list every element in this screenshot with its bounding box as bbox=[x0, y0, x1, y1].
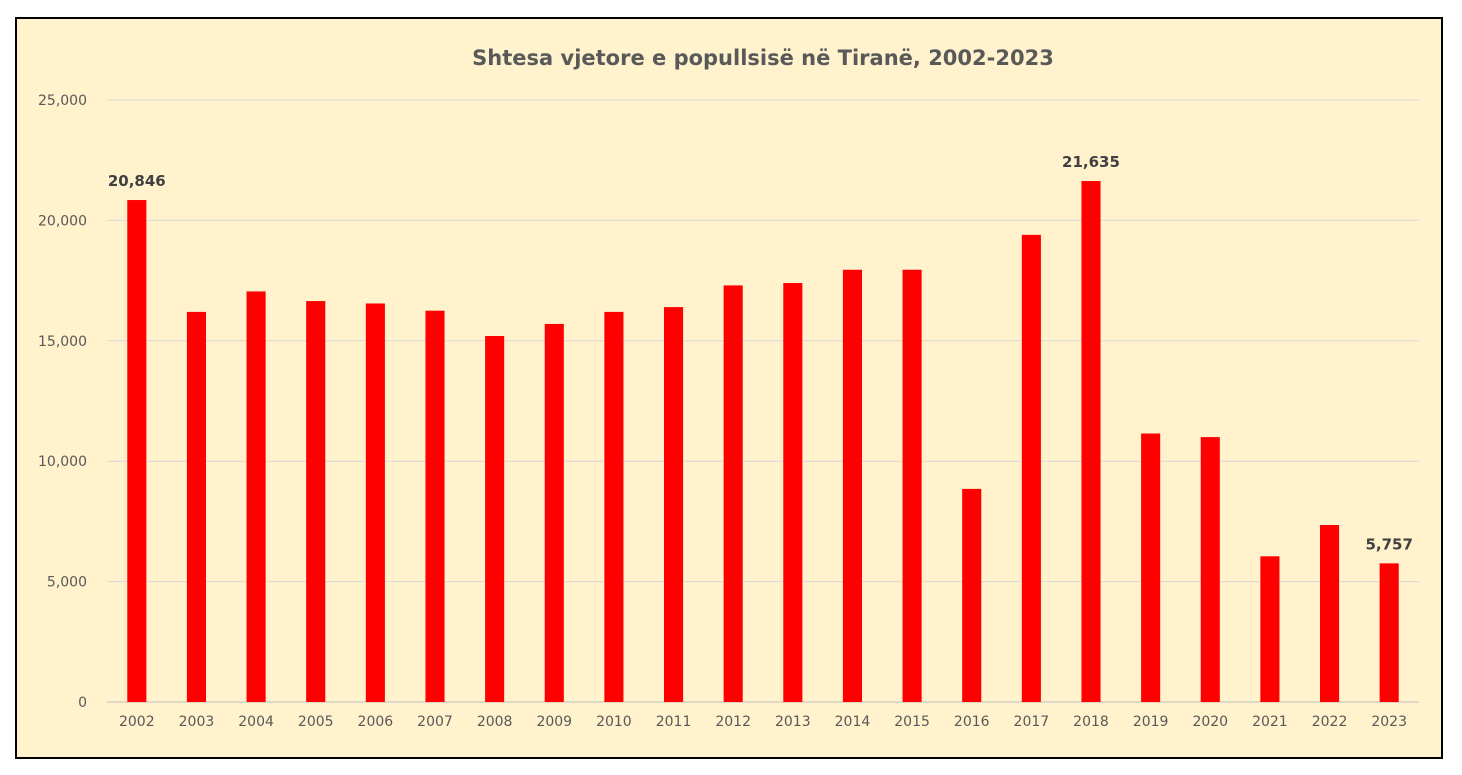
bar-2022 bbox=[1320, 525, 1340, 702]
x-tick-label: 2014 bbox=[835, 714, 871, 730]
x-tick-label: 2006 bbox=[358, 714, 394, 730]
bar-2019 bbox=[1141, 433, 1161, 702]
x-tick-label: 2022 bbox=[1312, 714, 1348, 730]
data-labels: 20,846 21,635 5,757 bbox=[108, 153, 1413, 553]
y-axis-ticks: 0 5,000 10,000 15,000 20,000 25,000 bbox=[38, 93, 87, 711]
x-tick-label: 2010 bbox=[596, 714, 632, 730]
x-tick-label: 2015 bbox=[894, 714, 930, 730]
bar-chart: Shtesa vjetore e popullsisë në Tiranë, 2… bbox=[38, 46, 1419, 730]
y-tick-label: 20,000 bbox=[38, 213, 87, 229]
x-tick-label: 2005 bbox=[298, 714, 334, 730]
x-tick-label: 2008 bbox=[477, 714, 513, 730]
x-tick-label: 2009 bbox=[536, 714, 572, 730]
x-tick-label: 2019 bbox=[1133, 714, 1169, 730]
chart-title: Shtesa vjetore e popullsisë në Tiranë, 2… bbox=[472, 46, 1054, 70]
x-tick-label: 2002 bbox=[119, 714, 155, 730]
x-tick-label: 2023 bbox=[1371, 714, 1407, 730]
bar-2003 bbox=[186, 311, 206, 702]
bar-2004 bbox=[246, 291, 266, 702]
x-axis-ticks: 2002 2003 2004 2005 2006 2007 2008 2009 2010 2011… bbox=[119, 714, 1407, 730]
y-tick-label: 15,000 bbox=[38, 334, 87, 350]
data-label-2023: 5,757 bbox=[1365, 535, 1412, 553]
x-tick-label: 2018 bbox=[1073, 714, 1109, 730]
bar-2015 bbox=[902, 269, 922, 702]
y-tick-label: 0 bbox=[78, 695, 87, 711]
x-tick-label: 2017 bbox=[1014, 714, 1050, 730]
bar-2020 bbox=[1200, 437, 1220, 702]
x-tick-label: 2004 bbox=[238, 714, 274, 730]
bar-2005 bbox=[306, 301, 326, 702]
x-tick-label: 2016 bbox=[954, 714, 990, 730]
bars bbox=[127, 181, 1399, 703]
bar-2009 bbox=[544, 323, 564, 702]
bar-2008 bbox=[485, 335, 505, 702]
y-tick-label: 5,000 bbox=[47, 575, 87, 591]
gridlines bbox=[107, 99, 1419, 703]
y-tick-label: 10,000 bbox=[38, 454, 87, 470]
bar-2011 bbox=[664, 307, 684, 702]
x-tick-label: 2020 bbox=[1192, 714, 1228, 730]
x-tick-label: 2003 bbox=[179, 714, 215, 730]
bar-2023 bbox=[1379, 563, 1399, 702]
bar-2014 bbox=[842, 269, 862, 702]
bar-2021 bbox=[1260, 556, 1280, 702]
chart-frame: Shtesa vjetore e popullsisë në Tiranë, 2… bbox=[15, 17, 1443, 759]
x-tick-label: 2012 bbox=[715, 714, 751, 730]
x-tick-label: 2011 bbox=[656, 714, 692, 730]
bar-2010 bbox=[604, 311, 624, 702]
bar-2017 bbox=[1021, 234, 1041, 702]
bar-2018 bbox=[1081, 181, 1101, 703]
x-tick-label: 2007 bbox=[417, 714, 453, 730]
bar-2007 bbox=[425, 310, 445, 702]
data-label-2018: 21,635 bbox=[1062, 153, 1120, 171]
bar-2016 bbox=[962, 488, 982, 702]
data-label-2002: 20,846 bbox=[108, 172, 166, 190]
x-tick-label: 2013 bbox=[775, 714, 811, 730]
bar-2012 bbox=[723, 285, 743, 702]
x-tick-label: 2021 bbox=[1252, 714, 1288, 730]
bar-2013 bbox=[783, 283, 803, 702]
bar-2006 bbox=[365, 303, 385, 702]
y-tick-label: 25,000 bbox=[38, 93, 87, 109]
bar-2002 bbox=[127, 200, 147, 702]
